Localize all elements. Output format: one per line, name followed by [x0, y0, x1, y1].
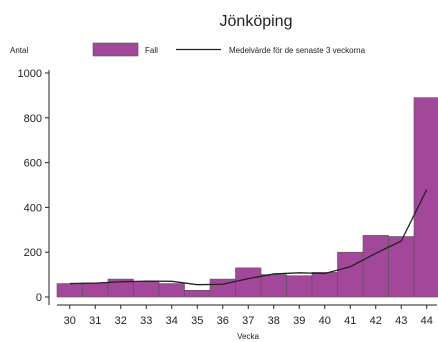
x-axis-label: Vecka	[237, 332, 259, 341]
average-line-layer	[69, 189, 428, 286]
x-tick-label-41: 41	[344, 315, 356, 327]
x-tick-label-33: 33	[140, 315, 152, 327]
bar-week-34	[158, 283, 185, 298]
y-tick-label-0: 0	[36, 292, 42, 304]
bar-week-40	[311, 272, 338, 298]
bar-week-44	[413, 97, 438, 298]
x-tick-label-37: 37	[242, 315, 254, 327]
x-tick-label-44: 44	[421, 315, 433, 327]
average-line	[69, 189, 428, 286]
x-tick-label-32: 32	[115, 315, 127, 327]
y-tick-label-800: 800	[24, 113, 42, 125]
bar-week-38	[260, 274, 287, 298]
y-tick-label-600: 600	[24, 158, 42, 170]
legend: Fall Medelvärde för de senaste 3 veckorn…	[92, 42, 366, 57]
bar-week-35	[184, 289, 211, 298]
y-tick-label-400: 400	[24, 202, 42, 214]
bar-week-43	[388, 236, 415, 298]
bar-week-30	[56, 283, 83, 298]
bar-week-41	[337, 251, 364, 298]
x-tick-label-42: 42	[370, 315, 382, 327]
x-tick-label-43: 43	[395, 315, 407, 327]
bar-week-39	[286, 275, 313, 298]
x-tick-label-30: 30	[64, 315, 76, 327]
bar-week-37	[235, 267, 262, 298]
legend-label-average: Medelvärde för de senaste 3 veckorna	[229, 46, 366, 55]
bar-week-33	[133, 281, 160, 298]
y-tick-label-200: 200	[24, 247, 42, 259]
y-axis-label: Antal	[10, 46, 28, 55]
x-tick-label-36: 36	[217, 315, 229, 327]
legend-swatch-fall	[92, 42, 139, 57]
x-tick-label-31: 31	[89, 315, 101, 327]
x-tick-label-34: 34	[166, 315, 178, 327]
bars-layer	[56, 97, 438, 298]
chart-title: Jönköping	[220, 13, 293, 30]
y-tick-label-1000: 1000	[18, 68, 42, 80]
x-tick-label-39: 39	[293, 315, 305, 327]
bar-week-42	[362, 235, 389, 298]
axes-layer: 0 200 400 600 800 1000 30 31 32 33 34 35 36 37 38 39 40 4…	[18, 68, 437, 327]
x-tick-label-40: 40	[319, 315, 331, 327]
bar-week-31	[82, 282, 109, 298]
x-tick-label-35: 35	[191, 315, 203, 327]
x-tick-label-38: 38	[268, 315, 280, 327]
legend-label-fall: Fall	[145, 46, 158, 55]
